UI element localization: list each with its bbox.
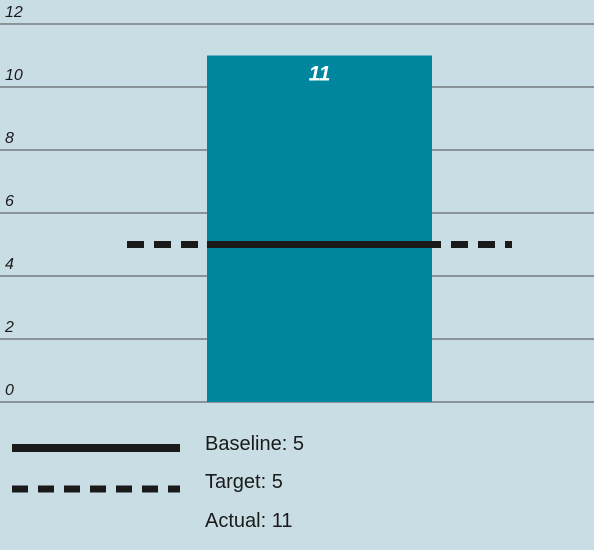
y-tick-label: 4 [5,256,14,273]
legend-label-target: Target: 5 [205,471,283,493]
bar-data-label: 11 [309,63,331,86]
data-labels: 11 [309,63,331,86]
legend: Baseline: 5 Target: 5 Actual: 11 [12,433,304,532]
y-tick-label: 2 [4,319,14,336]
bar-actual [207,55,432,402]
legend-label-actual: Actual: 11 [205,510,292,532]
y-tick-label: 0 [5,382,14,399]
legend-label-baseline: Baseline: 5 [205,433,304,455]
bars [207,55,432,402]
y-tick-label: 6 [5,193,14,210]
y-tick-label: 12 [5,4,23,21]
y-tick-labels: 0 2 4 6 8 10 12 [4,4,23,399]
y-tick-label: 8 [5,130,14,147]
y-tick-label: 10 [5,67,23,84]
